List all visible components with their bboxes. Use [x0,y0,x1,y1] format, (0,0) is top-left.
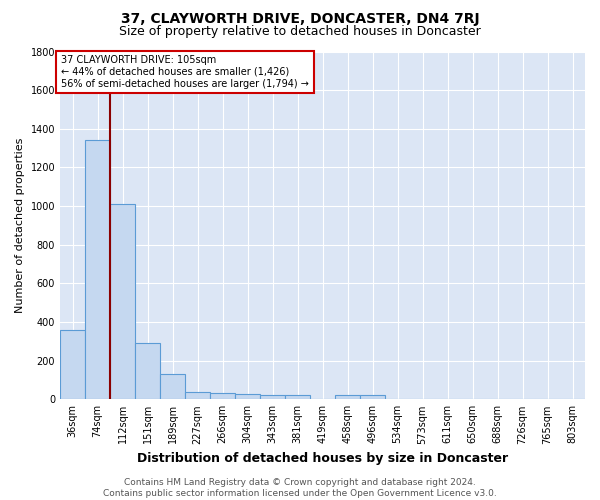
Text: Size of property relative to detached houses in Doncaster: Size of property relative to detached ho… [119,25,481,38]
Text: 37 CLAYWORTH DRIVE: 105sqm
← 44% of detached houses are smaller (1,426)
56% of s: 37 CLAYWORTH DRIVE: 105sqm ← 44% of deta… [61,56,309,88]
Bar [235,394,260,400]
Text: 37, CLAYWORTH DRIVE, DONCASTER, DN4 7RJ: 37, CLAYWORTH DRIVE, DONCASTER, DN4 7RJ [121,12,479,26]
Bar [185,392,210,400]
Text: Contains HM Land Registry data © Crown copyright and database right 2024.
Contai: Contains HM Land Registry data © Crown c… [103,478,497,498]
Y-axis label: Number of detached properties: Number of detached properties [15,138,25,313]
Bar [60,330,85,400]
Bar [160,374,185,400]
Bar [260,396,285,400]
Bar [110,204,135,400]
Bar [85,140,110,400]
Bar [285,396,310,400]
Bar [360,396,385,400]
Bar [335,396,360,400]
Bar [135,344,160,400]
X-axis label: Distribution of detached houses by size in Doncaster: Distribution of detached houses by size … [137,452,508,465]
Bar [210,392,235,400]
